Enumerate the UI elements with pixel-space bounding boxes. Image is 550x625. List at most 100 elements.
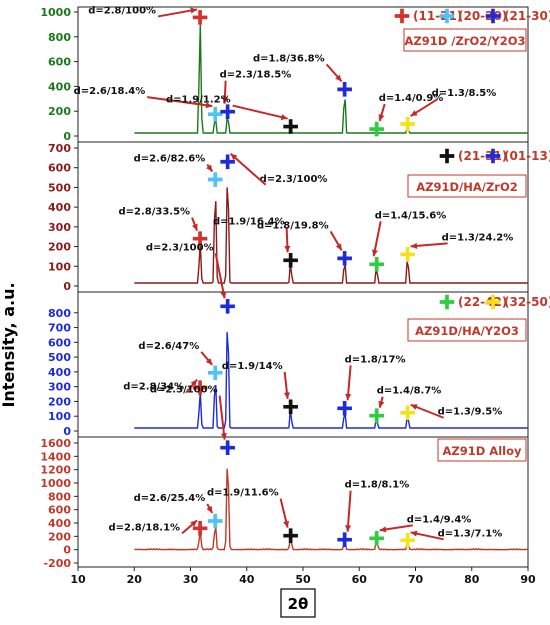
legend-marker-1: [439, 8, 455, 24]
x-tick-label: 10: [70, 573, 86, 586]
y-tick-label: 600: [48, 504, 71, 517]
peak-marker-2-6: [400, 405, 415, 421]
x-tick-label: 40: [239, 573, 255, 586]
peak-label: d=2.6/25.4%: [134, 493, 206, 504]
peak-label: d=1.9/14%: [222, 361, 283, 372]
peak-arrow-2-2-head: [220, 291, 227, 299]
peak-arrow-1-0-head: [191, 223, 198, 231]
peak-marker-0-0: [192, 10, 208, 25]
peak-label: d=1.4/8.7%: [377, 386, 442, 397]
peak-label: d=1.4/15.6%: [375, 210, 447, 221]
legend-label: (20-20): [458, 9, 507, 23]
peak-label: d=2.6/82.6%: [134, 154, 206, 165]
peak-marker-0-5: [369, 121, 384, 137]
peak-label: d=1.3/7.1%: [438, 528, 503, 539]
y-tick-label: 400: [48, 201, 71, 214]
y-tick-label: 1400: [40, 450, 71, 463]
peak-arrow-0-5-head: [378, 114, 385, 122]
x-tick-label: 90: [520, 573, 536, 586]
y-tick-label: 0: [63, 544, 71, 557]
y-tick-label: 600: [48, 162, 71, 175]
peak-marker-3-0: [192, 521, 208, 536]
peak-marker-3-5: [369, 531, 384, 546]
peak-arrow-2-2: [214, 253, 226, 299]
panel-title: AZ91D Alloy: [443, 444, 522, 458]
peak-arrow-3-1-head: [206, 506, 213, 513]
y-tick-label: 0: [63, 130, 71, 143]
peak-arrow-2-4-head: [345, 393, 352, 401]
peak-arrow-0-4-head: [335, 74, 342, 82]
peak-arrow-1-1-head: [206, 164, 213, 172]
peak-label: d=2.8/33.5%: [118, 207, 190, 218]
peak-marker-2-5: [369, 408, 384, 423]
legend-marker-6: [485, 294, 501, 310]
legend-marker-5: [439, 294, 455, 310]
x-axis-label-box: [280, 588, 316, 618]
peak-label: d=1.4/9.4%: [407, 514, 472, 525]
peak-label: d=1.3/24.2%: [442, 232, 514, 243]
peak-arrow-2-6-head: [410, 404, 418, 410]
legend-label: (01-13): [504, 149, 550, 163]
x-tick-label: 70: [408, 573, 424, 586]
legend-label: (32-50): [504, 295, 550, 309]
legend-label: (21-31): [458, 149, 507, 163]
peak-arrow-1-5-head: [371, 249, 378, 257]
peak-arrow-3-2-head: [220, 433, 227, 440]
spectrum-line-1: [134, 187, 528, 284]
peak-marker-2-4: [337, 401, 352, 416]
peak-arrow-1-2: [229, 153, 267, 186]
spectrum-line-2: [134, 332, 528, 429]
peak-arrow-0-0-head: [190, 7, 198, 14]
peak-arrow-0-3-head: [280, 114, 288, 121]
peak-label: d=1.9/1.2%: [166, 95, 231, 106]
peak-marker-2-1: [207, 365, 223, 381]
peak-arrow-3-2: [218, 395, 226, 440]
y-tick-label: 300: [48, 381, 71, 394]
peak-arrow-3-3-head: [283, 520, 290, 528]
peak-arrow-3-4: [346, 490, 352, 532]
y-tick-label: 400: [48, 366, 71, 379]
panel-title-box-1: [407, 174, 527, 198]
y-tick-label: 100: [48, 410, 71, 423]
peak-label: d=2.6/18.4%: [74, 86, 146, 97]
y-tick-label: -200: [43, 557, 71, 570]
y-tick-label: 1600: [40, 437, 71, 450]
peak-label: d=1.8/8.1%: [345, 480, 410, 491]
y-tick-label: 500: [48, 181, 71, 194]
y-tick-label: 300: [48, 221, 71, 234]
y-tick-label: 0: [63, 425, 71, 438]
peak-arrow-3-5-head: [379, 526, 387, 533]
peak-label: d=1.8/19.8%: [257, 220, 329, 231]
peak-marker-1-4: [337, 251, 352, 266]
peak-marker-1-1: [207, 172, 223, 187]
peak-marker-0-4: [337, 82, 352, 97]
peak-marker-2-2: [220, 299, 235, 314]
peak-arrow-0-6-head: [410, 110, 418, 117]
y-tick-label: 400: [48, 517, 71, 530]
x-tick-label: 50: [295, 573, 311, 586]
peak-label: d=2.6/47%: [138, 341, 199, 352]
peak-label: d=1.4/0.9%: [379, 93, 444, 104]
panel-title: AZ91D/HA/Y2O3: [415, 324, 519, 338]
x-tick-label: 80: [464, 573, 480, 586]
y-tick-label: 200: [48, 395, 71, 408]
y-tick-label: 600: [48, 336, 71, 349]
y-tick-label: 800: [48, 490, 71, 503]
peak-arrow-1-6-head: [410, 242, 418, 249]
x-tick-label: 20: [127, 573, 143, 586]
peak-marker-1-5: [369, 256, 384, 272]
x-axis-label: 2θ: [288, 595, 309, 613]
legend-marker-3: [439, 148, 455, 164]
legend-label: (22-42): [458, 295, 507, 309]
peak-label: d=1.3/9.5%: [438, 407, 503, 418]
peak-marker-2-3: [283, 399, 298, 415]
legend-marker-4: [485, 148, 501, 164]
legend-marker-0: [394, 8, 410, 24]
peak-label: d=2.3/100%: [260, 174, 328, 185]
x-tick-label: 60: [352, 573, 368, 586]
y-tick-label: 100: [48, 260, 71, 273]
peak-marker-3-2: [220, 440, 235, 455]
panel-title: AZ91D /ZrO2/Y2O3: [404, 34, 525, 48]
y-tick-label: 200: [48, 530, 71, 543]
